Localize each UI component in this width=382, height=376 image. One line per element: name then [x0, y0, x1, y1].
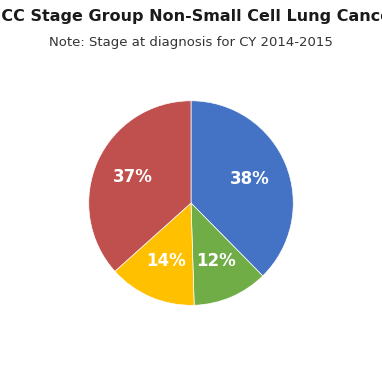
Text: AJCC Stage Group Non-Small Cell Lung Cancer: AJCC Stage Group Non-Small Cell Lung Can… — [0, 9, 382, 24]
Wedge shape — [115, 203, 194, 305]
Text: 12%: 12% — [196, 252, 236, 270]
Text: 38%: 38% — [230, 170, 270, 188]
Text: Note: Stage at diagnosis for CY 2014-2015: Note: Stage at diagnosis for CY 2014-201… — [49, 36, 333, 49]
Wedge shape — [191, 101, 293, 276]
Wedge shape — [191, 203, 263, 305]
Wedge shape — [89, 101, 191, 271]
Text: 37%: 37% — [113, 168, 153, 186]
Text: 14%: 14% — [146, 252, 186, 270]
